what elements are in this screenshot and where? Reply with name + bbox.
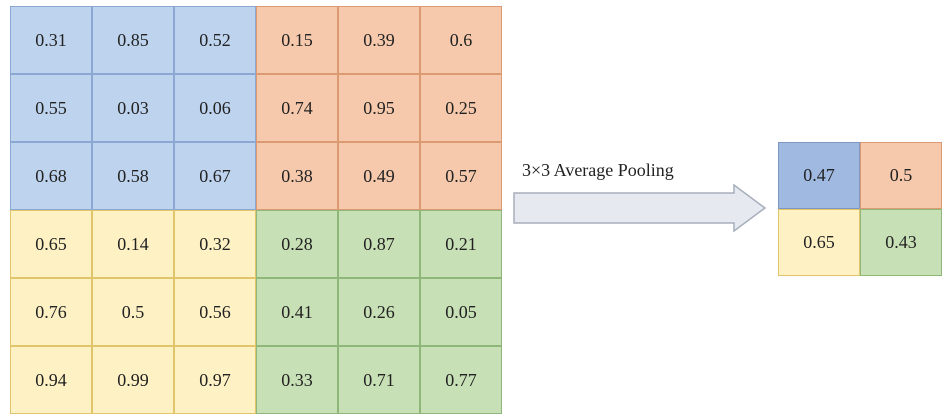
input-cell: 0.76 [10, 278, 92, 346]
input-cell: 0.28 [256, 210, 338, 278]
output-cell: 0.47 [778, 142, 860, 209]
input-cell: 0.52 [174, 6, 256, 74]
input-cell: 0.68 [10, 142, 92, 210]
input-cell: 0.58 [92, 142, 174, 210]
input-cell: 0.55 [10, 74, 92, 142]
operation-label: 3×3 Average Pooling [522, 160, 674, 180]
input-cell: 0.25 [420, 74, 502, 142]
input-cell: 0.6 [420, 6, 502, 74]
input-cell: 0.39 [338, 6, 420, 74]
input-cell: 0.06 [174, 74, 256, 142]
input-cell: 0.74 [256, 74, 338, 142]
input-cell: 0.67 [174, 142, 256, 210]
input-cell: 0.85 [92, 6, 174, 74]
input-cell: 0.38 [256, 142, 338, 210]
output-matrix: 0.47 0.5 0.65 0.43 [778, 142, 942, 276]
input-cell: 0.49 [338, 142, 420, 210]
input-matrix: 0.31 0.85 0.52 0.15 0.39 0.6 0.55 0.03 0… [10, 6, 502, 414]
input-cell: 0.56 [174, 278, 256, 346]
right-arrow-icon [513, 183, 767, 233]
input-cell: 0.21 [420, 210, 502, 278]
input-cell: 0.5 [92, 278, 174, 346]
input-cell: 0.57 [420, 142, 502, 210]
input-cell: 0.95 [338, 74, 420, 142]
input-cell: 0.77 [420, 346, 502, 414]
input-cell: 0.33 [256, 346, 338, 414]
output-cell: 0.65 [778, 209, 860, 276]
input-cell: 0.14 [92, 210, 174, 278]
input-cell: 0.41 [256, 278, 338, 346]
input-cell: 0.26 [338, 278, 420, 346]
input-cell: 0.15 [256, 6, 338, 74]
input-cell: 0.65 [10, 210, 92, 278]
output-cell: 0.5 [860, 142, 942, 209]
input-cell: 0.99 [92, 346, 174, 414]
input-cell: 0.05 [420, 278, 502, 346]
input-cell: 0.71 [338, 346, 420, 414]
input-cell: 0.94 [10, 346, 92, 414]
output-cell: 0.43 [860, 209, 942, 276]
input-cell: 0.32 [174, 210, 256, 278]
input-cell: 0.87 [338, 210, 420, 278]
input-cell: 0.31 [10, 6, 92, 74]
input-cell: 0.03 [92, 74, 174, 142]
input-cell: 0.97 [174, 346, 256, 414]
